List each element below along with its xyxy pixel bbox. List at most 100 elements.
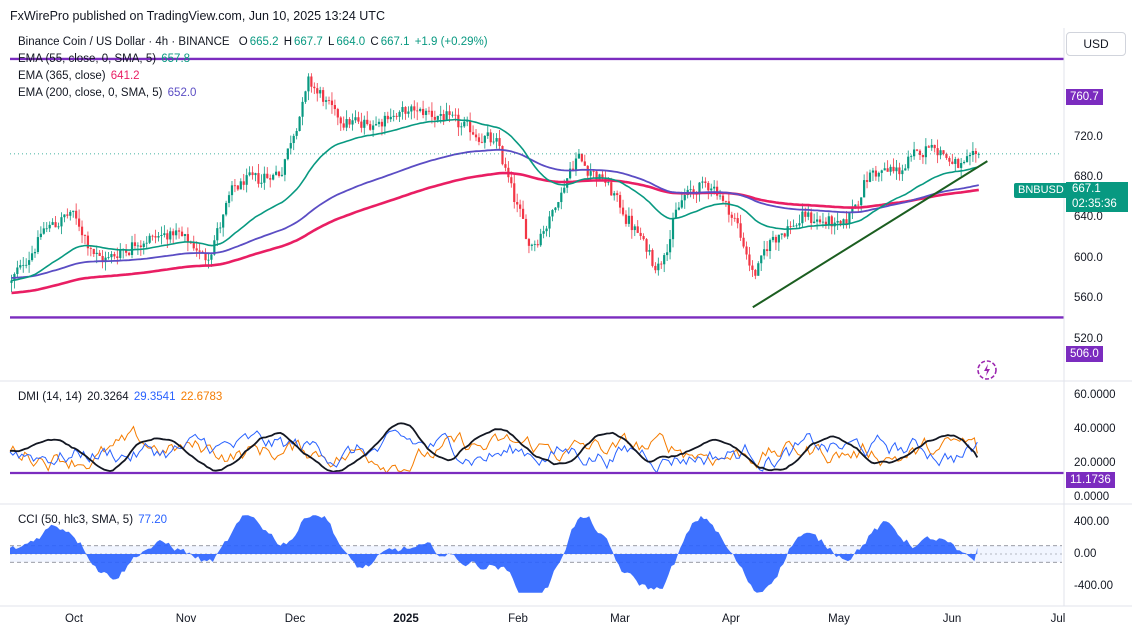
candle-body [466, 120, 469, 122]
dmi-pane [9, 422, 1064, 475]
ema200-line [11, 148, 979, 279]
candle-body [19, 265, 22, 268]
open-label: O [238, 36, 248, 48]
candle-body [366, 119, 369, 125]
candle-body [230, 185, 234, 196]
candle-body [354, 117, 357, 121]
cci-legend[interactable]: CCI (50, hlc3, SMA, 5) 77.20 [18, 514, 169, 526]
candle-body [227, 195, 231, 203]
candle-body [842, 219, 845, 224]
candle-body [548, 216, 551, 229]
candle-body [713, 186, 716, 189]
candle-body [101, 255, 104, 263]
candle-body [45, 228, 48, 230]
candle-body [39, 233, 42, 238]
candle-body [195, 248, 198, 251]
candle-body [448, 111, 451, 115]
candle-body [668, 239, 672, 253]
dmi-legend[interactable]: DMI (14, 14) 20.3264 29.3541 22.6783 [18, 391, 224, 403]
ema200-label: EMA (200, close, 0, SMA, 5) [18, 87, 163, 99]
x-tick: Apr [722, 613, 740, 625]
candle-body [595, 171, 598, 180]
candle-body [339, 117, 342, 124]
candle-body [945, 153, 948, 158]
candle-body [383, 115, 386, 127]
dmi-y-tick: 20.0000 [1074, 457, 1116, 469]
candle-body [280, 174, 284, 176]
ema200-legend[interactable]: EMA (200, close, 0, SMA, 5) 652.0 [18, 87, 198, 99]
candle-body [624, 214, 628, 224]
candle-body [148, 235, 151, 243]
candle-body [718, 195, 722, 197]
candle-body [54, 222, 57, 228]
candle-body [172, 231, 175, 236]
candle-body [324, 100, 328, 102]
cci-pane [10, 515, 1062, 593]
ema365-legend[interactable]: EMA (365, close) 641.2 [18, 70, 142, 82]
candle-body [92, 248, 95, 255]
candle-body [66, 214, 69, 216]
y-tick: 640.0 [1074, 211, 1103, 223]
symbol-name: Binance Coin / US Dollar · 4h · BINANCE [18, 36, 230, 48]
candle-body [177, 230, 181, 232]
candle-body [839, 220, 842, 224]
candle-body [569, 168, 572, 179]
candle-body [645, 239, 648, 252]
candle-body [183, 234, 187, 236]
candle-body [889, 166, 892, 172]
candle-body [692, 189, 695, 194]
dmi-y-tick: 40.0000 [1074, 423, 1116, 435]
candle-body [707, 182, 710, 191]
candle-body [169, 231, 172, 240]
candle-body [930, 144, 933, 148]
candle-body [807, 212, 810, 217]
candle-body [942, 150, 945, 154]
candle-body [392, 115, 395, 117]
candle-body [601, 174, 604, 179]
candle-body [248, 172, 251, 176]
candle-body [636, 226, 639, 233]
candle-body [416, 110, 419, 112]
candle-body [710, 188, 713, 191]
candle-body [860, 197, 863, 206]
candle-body [768, 240, 772, 252]
candle-body [863, 180, 866, 198]
candle-body [892, 166, 895, 172]
candle-body [322, 90, 325, 102]
candle-body [727, 201, 730, 215]
candle-body [957, 159, 960, 168]
dmi-label: DMI (14, 14) [18, 391, 82, 403]
candle-body [260, 182, 263, 184]
candle-body [918, 150, 922, 155]
candle-body [780, 233, 783, 235]
candle-body [921, 154, 925, 158]
candle-body [345, 119, 348, 128]
candle-body [821, 221, 825, 223]
currency-button[interactable]: USD [1066, 32, 1126, 56]
ema55-legend[interactable]: EMA (55, close, 0, SMA, 5) 657.8 [18, 53, 192, 65]
flash-icon[interactable] [976, 359, 998, 381]
candle-body [777, 234, 780, 243]
candle-body [348, 119, 351, 125]
candle-body [180, 231, 184, 236]
ema55-label: EMA (55, close, 0, SMA, 5) [18, 53, 157, 65]
candle-body [157, 236, 160, 238]
candle-body [627, 215, 631, 224]
candle-body [868, 172, 872, 182]
candle-body [36, 237, 40, 253]
y-tick: 520.0 [1074, 333, 1103, 345]
x-tick: Jun [942, 613, 962, 625]
candle-body [410, 106, 413, 112]
close-label: C [370, 36, 379, 48]
candle-body [948, 157, 951, 162]
cci-value: 77.20 [138, 514, 168, 526]
candle-body [386, 115, 389, 120]
candle-body [469, 120, 472, 133]
candle-body [424, 110, 428, 115]
candle-body [774, 236, 778, 243]
candle-body [404, 107, 407, 114]
candle-body [489, 132, 492, 143]
x-tick: Dec [284, 613, 306, 625]
candle-body [454, 114, 457, 116]
